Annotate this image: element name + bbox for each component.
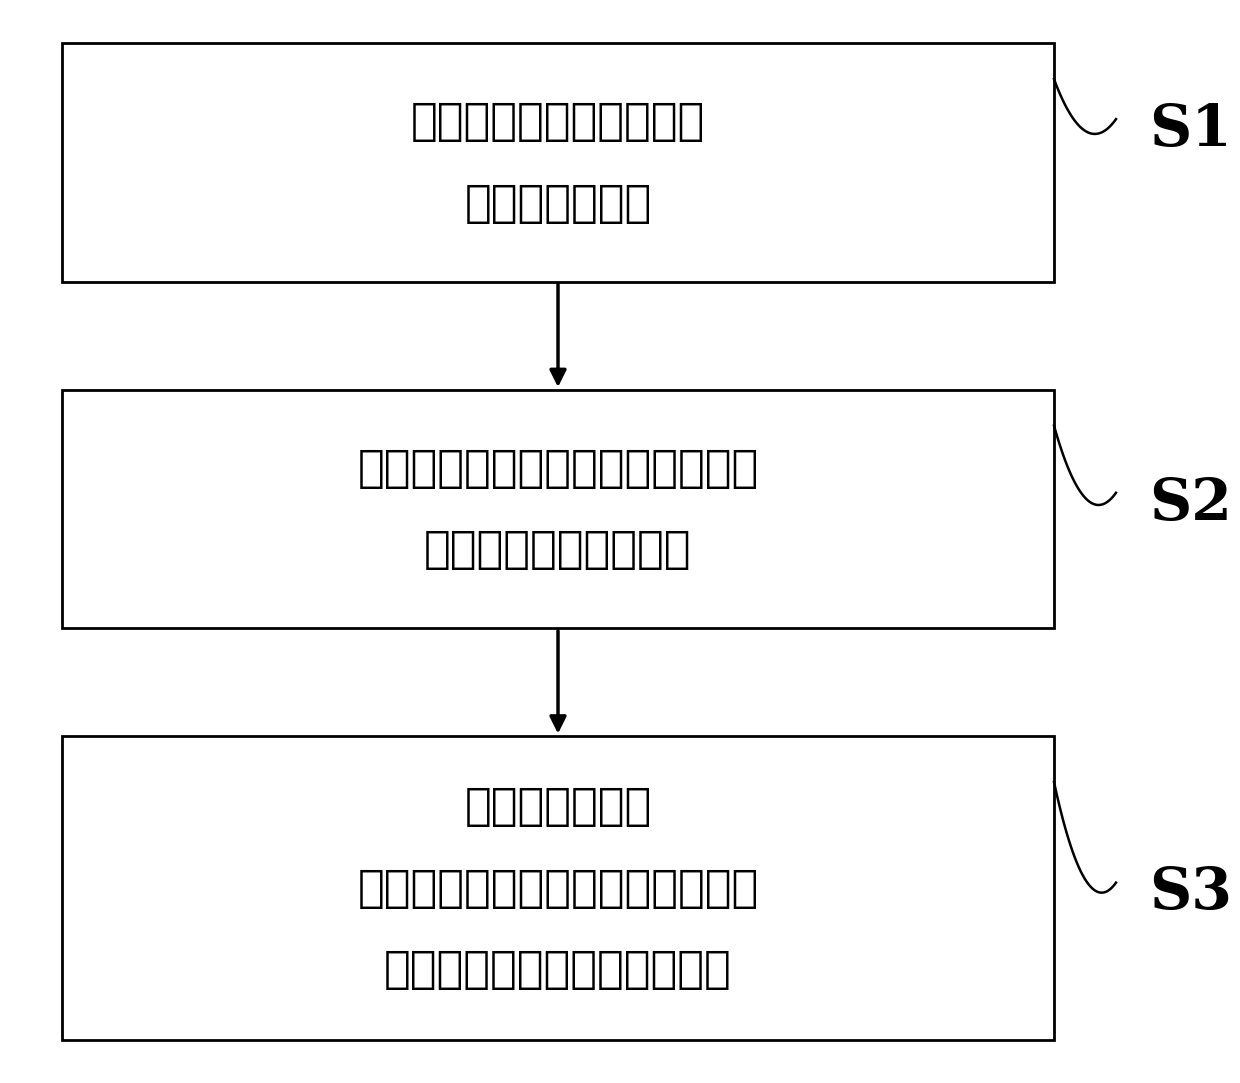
FancyBboxPatch shape (62, 736, 1054, 1040)
Text: S1: S1 (1149, 102, 1231, 158)
Text: 以数据对的形式对位置信息进行保: 以数据对的形式对位置信息进行保 (357, 447, 759, 490)
Text: 对于每个共享车辆，实时: 对于每个共享车辆，实时 (410, 101, 706, 143)
Text: 最终得到共享车辆的流动规律: 最终得到共享车辆的流动规律 (384, 948, 732, 991)
Text: 监控其位置信息: 监控其位置信息 (464, 182, 652, 224)
Text: 的位置变化数据集进行分析，从而: 的位置变化数据集进行分析，从而 (357, 866, 759, 910)
Text: S3: S3 (1149, 865, 1231, 922)
Text: S2: S2 (1149, 475, 1231, 532)
FancyBboxPatch shape (62, 390, 1054, 628)
FancyBboxPatch shape (62, 43, 1054, 282)
Text: 对每个共享车辆: 对每个共享车辆 (464, 785, 652, 828)
Text: 存生成位置变化数据集: 存生成位置变化数据集 (424, 529, 692, 571)
